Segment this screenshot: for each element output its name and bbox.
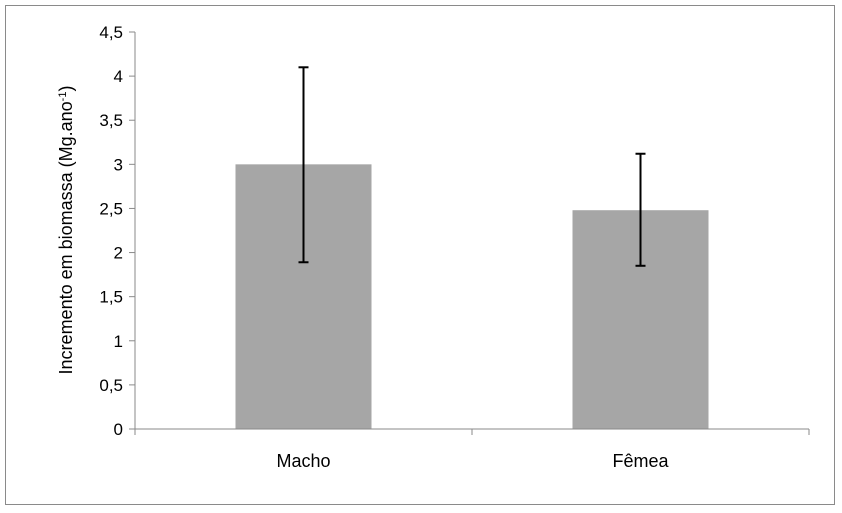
y-axis-title-main: Incremento em biomassa (Mg.ano <box>56 101 76 374</box>
x-category-label: Macho <box>276 451 330 471</box>
y-tick-label: 3,5 <box>99 111 123 130</box>
y-tick-label: 0 <box>114 420 123 439</box>
y-tick-label: 3 <box>114 155 123 174</box>
x-ticks-group: Macho Fêmea <box>134 429 810 471</box>
error-bars-group <box>298 66 646 267</box>
y-ticks-group: 0 0,5 1 1,5 2 2,5 3 3,5 4 4,5 <box>99 23 135 439</box>
y-tick-label: 0,5 <box>99 376 123 395</box>
y-tick-label: 1,5 <box>99 288 123 307</box>
x-category-label: Fêmea <box>612 451 669 471</box>
y-tick-label: 2,5 <box>99 199 123 218</box>
y-axis-title-close: ) <box>56 86 76 92</box>
y-axis-title-superscript: -1 <box>57 92 69 102</box>
bars-group <box>235 164 709 430</box>
y-tick-label: 1 <box>114 332 123 351</box>
y-axis-title: Incremento em biomassa (Mg.ano-1) <box>56 86 76 375</box>
y-tick-label: 2 <box>114 244 123 263</box>
y-tick-label: 4,5 <box>99 23 123 42</box>
y-tick-label: 4 <box>114 67 123 86</box>
